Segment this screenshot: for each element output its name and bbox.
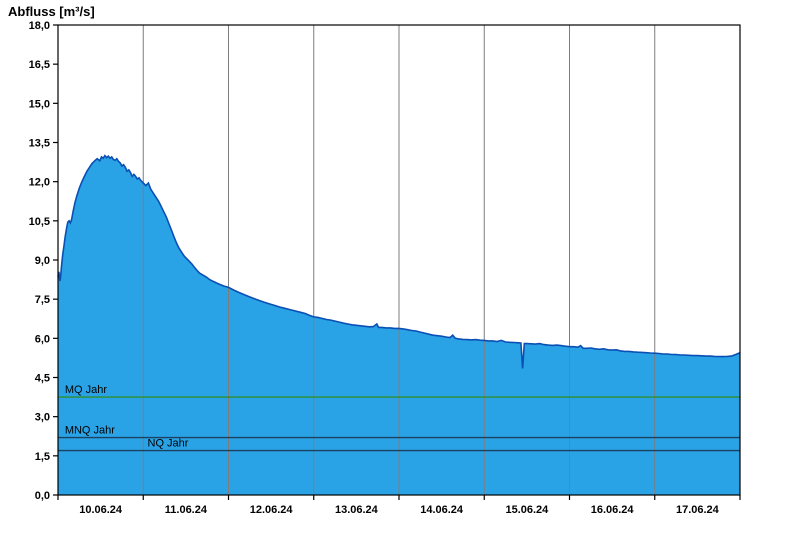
x-tick-label: 11.06.24 — [165, 504, 208, 516]
y-tick-label: 18,0 — [29, 20, 50, 32]
y-tick-label: 10,5 — [29, 216, 50, 228]
reference-lines: MQ Jahr MNQ Jahr NQ Jahr — [58, 384, 740, 452]
x-tick-label: 12.06.24 — [250, 504, 294, 516]
y-tick-label: 12,0 — [29, 177, 50, 189]
y-tick-label: 3,0 — [35, 412, 50, 424]
x-tick-label: 14.06.24 — [420, 504, 464, 516]
y-tick-label: 13,5 — [29, 138, 50, 150]
x-tick-label: 17.06.24 — [676, 504, 720, 516]
y-tick-label: 15,0 — [29, 98, 50, 110]
nq-line-label: NQ Jahr — [148, 438, 189, 450]
y-tick-label: 0,0 — [35, 490, 50, 502]
y-tick-label: 1,5 — [35, 451, 50, 463]
grid-lines — [142, 25, 656, 495]
y-tick-label: 4,5 — [35, 373, 50, 385]
x-tick-label: 10.06.24 — [79, 504, 123, 516]
y-tick-label: 16,5 — [29, 59, 50, 71]
y-axis: 0,0 1,5 3,0 4,5 6,0 7,5 9,0 10,5 12,0 13,5 15,0 16,… — [29, 20, 58, 502]
x-tick-label: 16.06.24 — [591, 504, 635, 516]
x-tick-label: 13.06.24 — [335, 504, 379, 516]
mq-line-label: MQ Jahr — [65, 384, 108, 396]
discharge-line — [57, 154, 741, 369]
x-axis: 10.06.24 11.06.24 12.06.24 13.06.24 14.06.24… — [57, 495, 741, 516]
y-tick-label: 7,5 — [35, 294, 50, 306]
mnq-line-label: MNQ Jahr — [65, 425, 115, 437]
y-tick-label: 9,0 — [35, 255, 50, 267]
x-tick-label: 15.06.24 — [505, 504, 549, 516]
y-tick-label: 6,0 — [35, 333, 50, 345]
chart-title: Abfluss [m³/s] — [8, 4, 95, 19]
